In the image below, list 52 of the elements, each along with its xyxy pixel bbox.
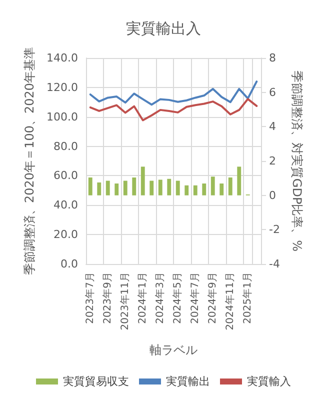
x-tick-label: 2024年1月 — [136, 272, 148, 324]
y-tick-label: 100.0 — [46, 110, 78, 124]
x-tick-label: 2024年5月 — [171, 272, 184, 324]
y2-tick-label: 4 — [269, 120, 276, 134]
y-tick-label: 0.0 — [60, 258, 78, 270]
bar — [202, 183, 206, 196]
x-tick-label: 2023年11月 — [118, 272, 131, 330]
bar — [132, 177, 136, 196]
line-series — [89, 80, 258, 106]
bar — [220, 183, 224, 196]
y-tick-label: 80.0 — [54, 140, 78, 153]
bar — [88, 177, 92, 196]
y-tick-label: 40.0 — [54, 198, 78, 212]
legend-label: 実質輸入 — [247, 375, 291, 388]
y2-tick-label: 0 — [269, 188, 276, 202]
bar — [228, 177, 232, 196]
y2-axis-title: 季節調整済、対実質GDP比率、% — [290, 70, 304, 252]
y-tick-label: 20.0 — [54, 228, 78, 242]
x-tick-label: 2024年7月 — [188, 272, 201, 324]
x-tick-label: 2023年9月 — [101, 272, 114, 324]
legend-label: 実質輸出 — [166, 375, 210, 388]
bar — [123, 180, 128, 196]
x-tick-label: 2024年3月 — [154, 272, 166, 324]
bar — [114, 183, 119, 196]
bar — [237, 166, 242, 196]
bar — [140, 166, 145, 196]
y2-tick-label: 8 — [269, 52, 276, 64]
bar — [210, 176, 215, 196]
y2-tick-label: -2 — [269, 223, 280, 236]
y-tick-label: 60.0 — [54, 169, 78, 182]
x-tick-label: 2024年11月 — [224, 272, 236, 330]
bar — [193, 185, 198, 196]
y2-tick-label: -4 — [269, 258, 280, 270]
legend-label: 実質貿易収支 — [63, 375, 129, 388]
x-tick-label: 2025年1月 — [241, 272, 254, 324]
bar — [158, 180, 162, 196]
y2-tick-label: 2 — [269, 154, 276, 168]
line-series — [89, 98, 258, 122]
bar — [176, 180, 180, 196]
bar — [97, 182, 102, 196]
chart-title: 実質輸出入 — [126, 20, 201, 38]
y-axis-title: 季節調整済、2020年＝100、2020年基準 — [22, 47, 37, 275]
y2-tick-label: 6 — [269, 86, 276, 99]
bar — [167, 178, 172, 196]
x-axis-title: 軸ラベル — [150, 343, 198, 357]
x-tick-label: 2023年7月 — [84, 272, 96, 324]
x-tick-label: 2024年9月 — [206, 272, 218, 324]
y-tick-label: 120.0 — [46, 80, 78, 94]
y-tick-label: 140.0 — [46, 52, 78, 64]
bar — [150, 180, 154, 196]
bar — [184, 185, 189, 196]
bar — [106, 180, 110, 196]
